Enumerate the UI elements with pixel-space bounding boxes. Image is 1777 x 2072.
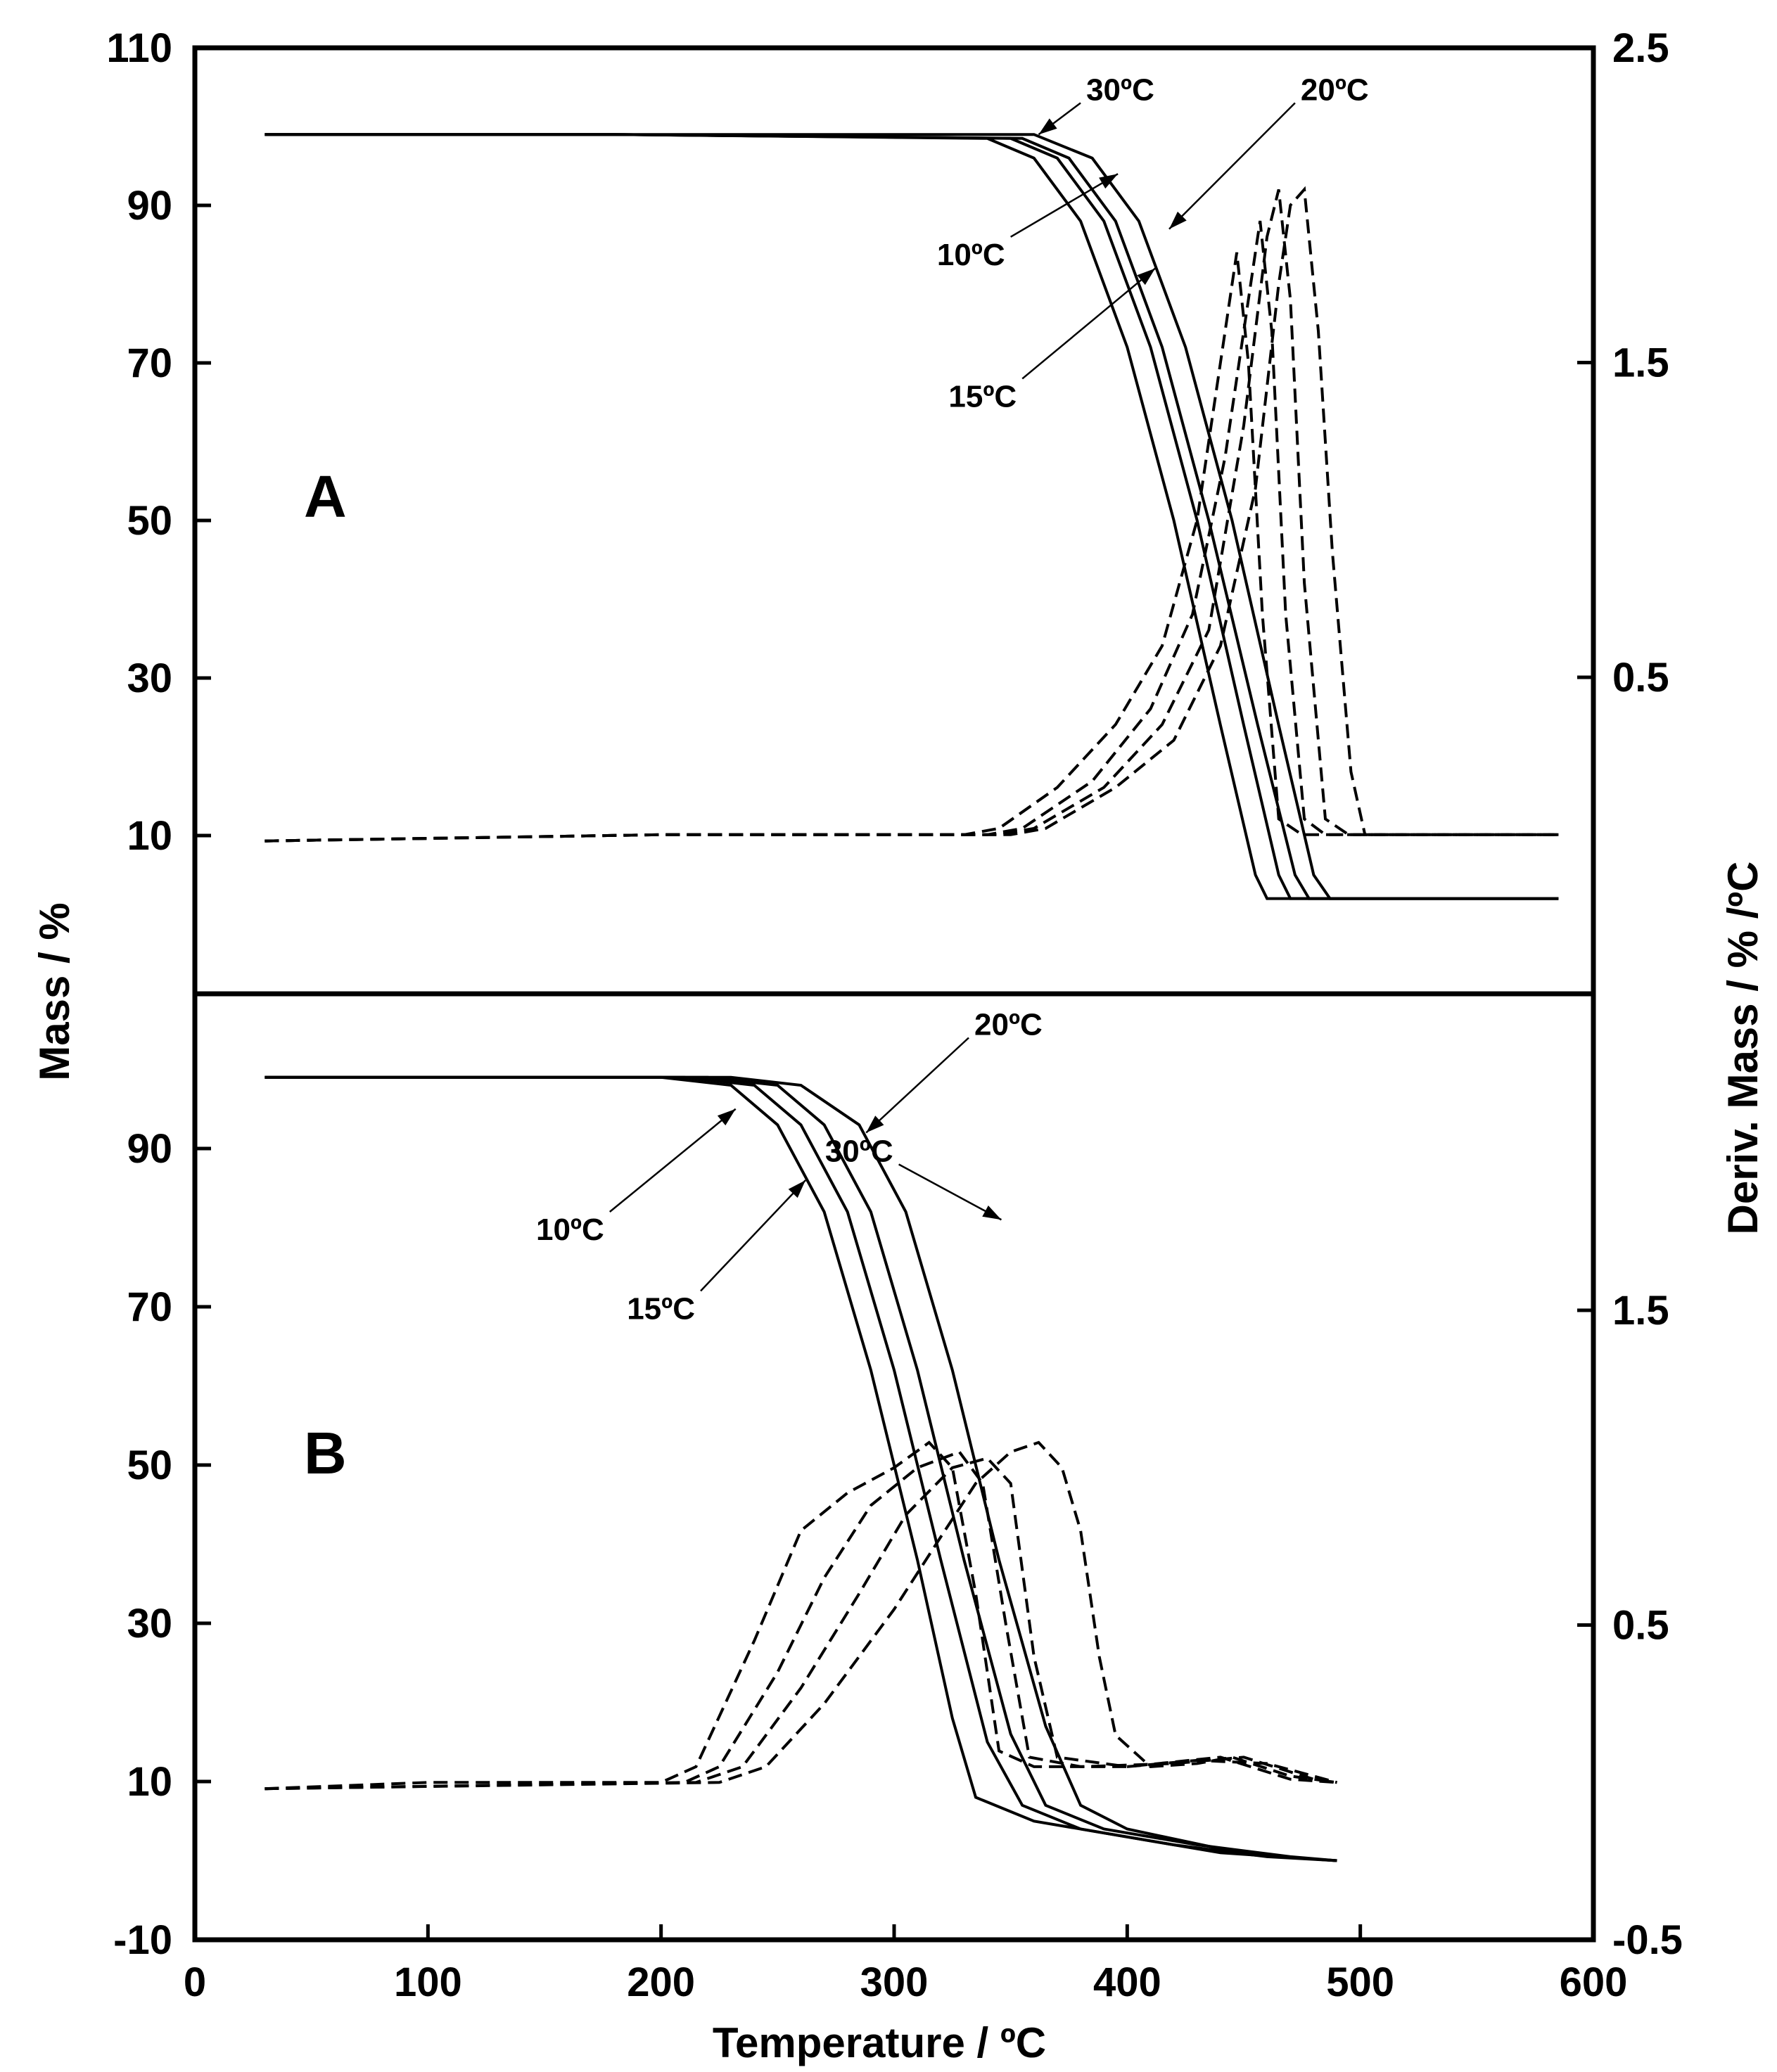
x-tick-label: 600 (1560, 1959, 1628, 2005)
mass-curve-panel-b-20c (265, 1075, 1337, 1862)
annotation-arrowhead (1168, 211, 1187, 229)
rate-annotation-label: 10ºC (937, 238, 1005, 272)
annotation-arrow-line (1010, 173, 1119, 238)
y-left-tick-label: 30 (127, 656, 172, 701)
x-tick-label: 0 (184, 1959, 206, 2005)
y-left-tick-label: -10 (113, 1917, 172, 1963)
y-right-tick-label: 2.5 (1612, 25, 1669, 71)
y-left-tick-label: 90 (127, 183, 172, 229)
deriv-curve-panel-a-30c (265, 186, 1559, 843)
deriv-curve-panel-b-20c (265, 1457, 1338, 1791)
y-axis-right-label: Deriv. Mass / % /ºC (1719, 861, 1766, 1234)
annotation-arrowhead (717, 1108, 736, 1126)
annotation-arrow-line (1021, 267, 1156, 380)
panel-a-label: A (304, 463, 347, 530)
annotation-arrow-line (609, 1108, 737, 1213)
x-tick-label: 200 (627, 1959, 695, 2005)
deriv-curve-panel-b-10c (265, 1440, 1337, 1791)
rate-annotation-label: 15ºC (627, 1292, 695, 1326)
annotation-arrowhead (866, 1115, 884, 1133)
y-left-tick-label: 70 (127, 1284, 172, 1330)
annotation-arrow-line (1168, 102, 1296, 230)
y-right-tick-label: 1.5 (1612, 1288, 1669, 1334)
y-left-tick-label: 50 (127, 498, 172, 544)
y-right-tick-label: -0.5 (1612, 1917, 1683, 1963)
x-tick-label: 400 (1093, 1959, 1161, 2005)
annotation-arrowhead (788, 1180, 806, 1198)
annotation-arrowhead (1038, 118, 1057, 135)
mass-curve-panel-b-15c (265, 1075, 1337, 1862)
mass-curve-panel-a-15c (265, 133, 1559, 900)
rate-annotation-label: 30ºC (1086, 72, 1154, 107)
annotation-arrowhead (982, 1205, 1002, 1220)
annotation-layer: 30ºC 20ºC 10ºC 15ºC 20ºC 30ºC 10ºC 15ºC (536, 72, 1369, 1326)
y-right-tick-label: 0.5 (1612, 1603, 1669, 1649)
deriv-curve-panel-a-20c (265, 188, 1559, 843)
deriv-curve-panel-b-30c (265, 1440, 1337, 1791)
deriv-curve-panel-a-10c (265, 252, 1559, 843)
annotation-arrowhead (1099, 174, 1119, 189)
y-left-tick-label: 50 (127, 1443, 172, 1488)
x-tick-label: 100 (394, 1959, 462, 2005)
deriv-curve-panel-b-15c (265, 1450, 1337, 1791)
panel-b-label: B (304, 1420, 347, 1486)
rate-annotation-label: 15ºC (948, 379, 1017, 414)
y-right-tick-label: 0.5 (1612, 655, 1669, 701)
mass-curve-panel-b-30c (265, 1075, 1337, 1862)
rate-annotation-label: 30ºC (825, 1134, 893, 1169)
annotation-arrow-line (898, 1163, 1002, 1221)
x-axis-label: Temperature / ºC (713, 2019, 1046, 2066)
y-left-tick-label: 70 (127, 340, 172, 386)
annotation-arrowhead (1137, 268, 1156, 286)
tick-layer: 0 100 200 300 400 500 600 110 90 70 50 30 10 2.5 1.5 0.… (106, 25, 1683, 2005)
y-left-tick-label: 110 (106, 25, 172, 71)
mass-curve-panel-b-10c (265, 1075, 1337, 1862)
rate-annotation-label: 20ºC (974, 1008, 1043, 1042)
x-tick-label: 500 (1326, 1959, 1394, 2005)
annotation-arrow-line (865, 1037, 969, 1134)
deriv-curve-panel-a-15c (265, 220, 1559, 843)
y-right-tick-label: 1.5 (1612, 340, 1669, 386)
series-layer (265, 133, 1559, 1862)
x-tick-label: 300 (860, 1959, 929, 2005)
rate-annotation-label: 10ºC (536, 1213, 604, 1247)
y-left-tick-label: 10 (127, 1759, 172, 1805)
mass-curve-panel-a-30c (265, 133, 1559, 900)
annotation-arrow-line (700, 1179, 807, 1292)
mass-curve-panel-a-20c (265, 133, 1559, 900)
y-left-tick-label: 10 (127, 813, 172, 859)
mass-curve-panel-a-10c (265, 133, 1559, 900)
y-left-tick-label: 90 (127, 1126, 172, 1172)
rate-annotation-label: 20ºC (1301, 72, 1369, 107)
y-left-tick-label: 30 (127, 1601, 172, 1646)
y-axis-left-label: Mass / % (31, 902, 78, 1080)
